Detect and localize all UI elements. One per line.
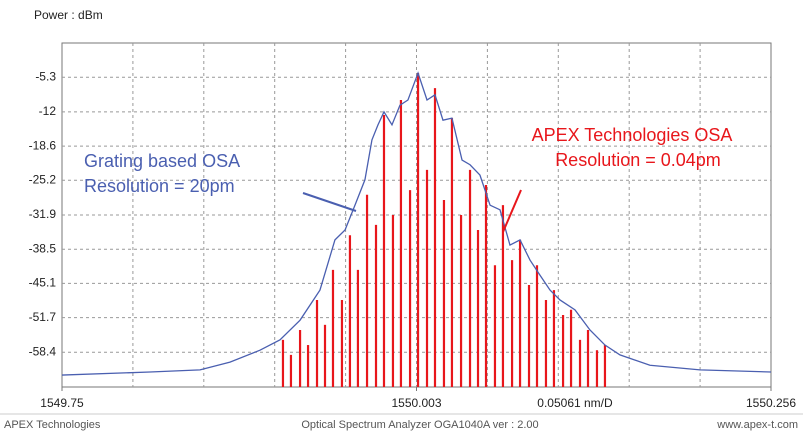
y-axis-label: Power : dBm	[34, 8, 103, 22]
scale-label: 0.05061 nm/D	[537, 396, 613, 410]
y-tick-label: -25.2	[29, 172, 57, 186]
x-tick-label: 1549.75	[40, 396, 84, 410]
annotation: APEX Technologies OSA	[532, 125, 733, 145]
footer-text: APEX Technologies	[4, 419, 101, 431]
footer-text: Optical Spectrum Analyzer OGA1040A ver :…	[301, 419, 538, 431]
y-tick-label: -38.5	[29, 241, 57, 255]
y-tick-label: -45.1	[29, 276, 57, 290]
series-line	[61, 71, 772, 376]
y-tick-label: -12	[39, 104, 57, 118]
footer-text: www.apex-t.com	[716, 419, 798, 431]
y-tick-label: -5.3	[35, 69, 56, 83]
annotation-arrow	[502, 189, 522, 233]
x-tick-label: 1550.003	[391, 396, 441, 410]
y-tick-label: -18.6	[29, 138, 57, 152]
x-tick-label: 1550.256	[746, 396, 796, 410]
annotation: Grating based OSA	[84, 151, 240, 171]
y-tick-label: -51.7	[29, 310, 57, 324]
annotation-arrow	[302, 192, 357, 212]
y-tick-label: -31.9	[29, 207, 57, 221]
annotation: Resolution = 0.04pm	[555, 150, 721, 170]
annotation: Resolution = 20pm	[84, 176, 235, 196]
marks	[61, 71, 772, 387]
y-tick-label: -58.4	[29, 344, 57, 358]
